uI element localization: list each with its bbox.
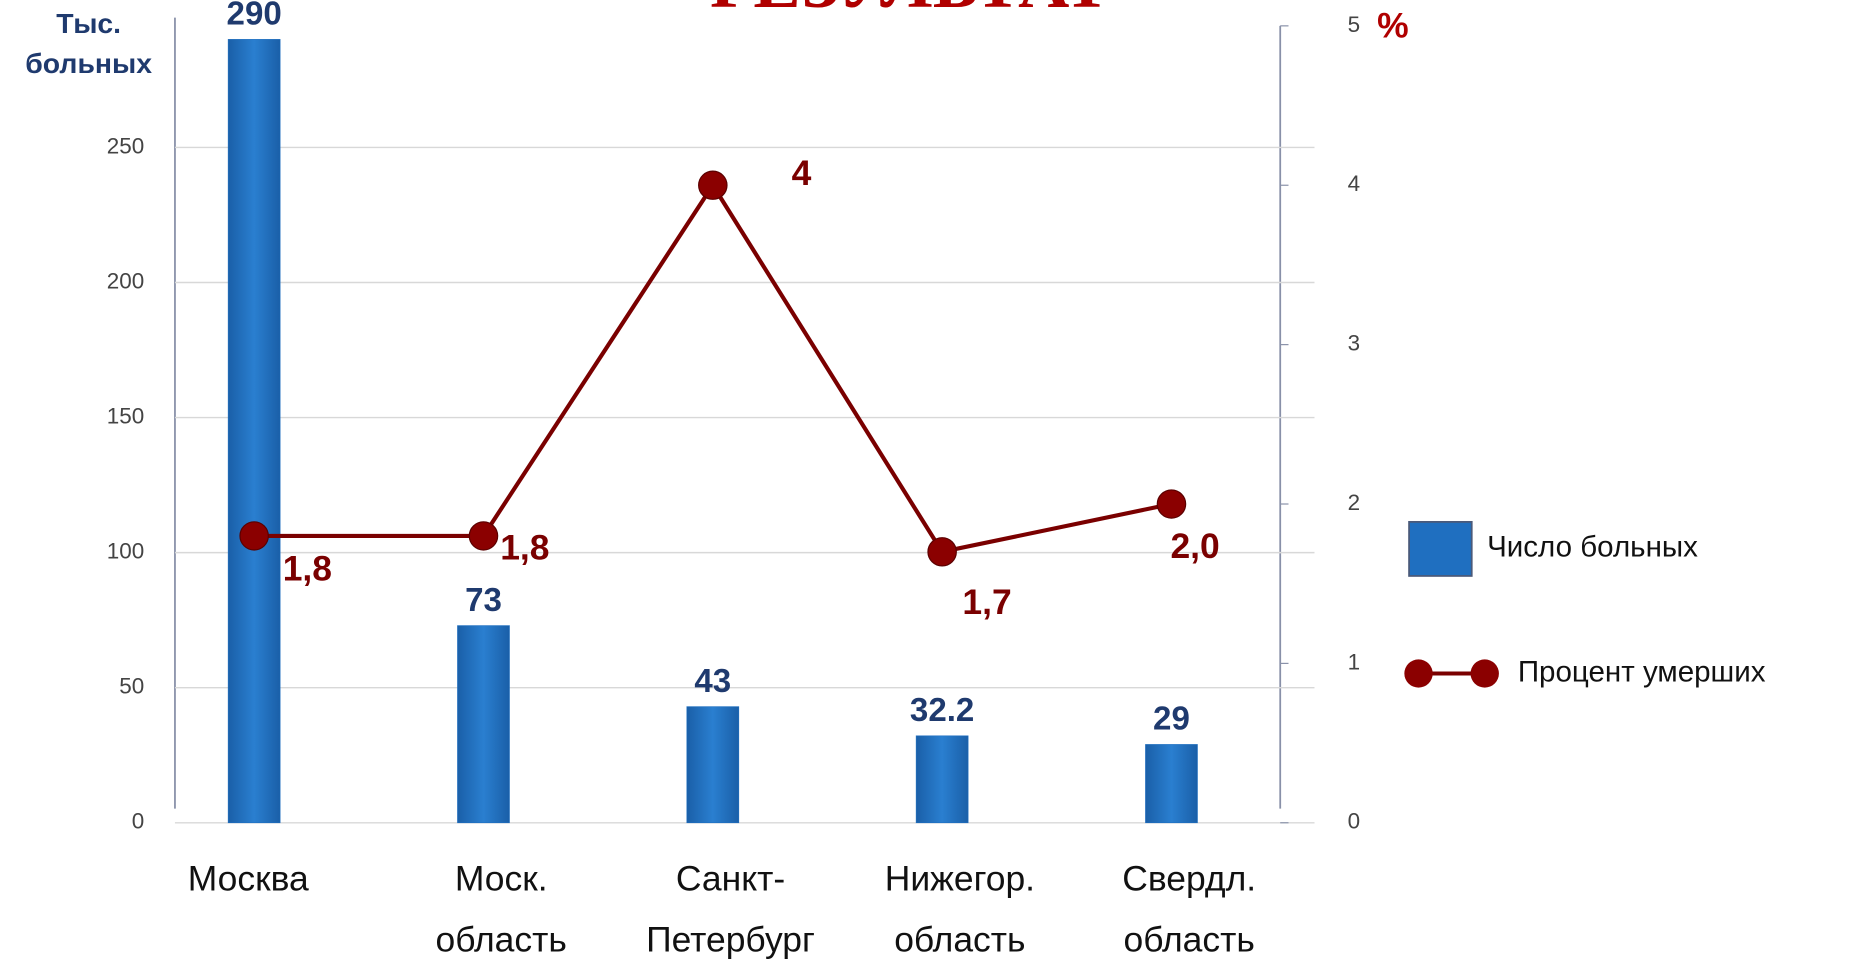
line (254, 181, 1172, 555)
y2-tick-label: 0 (1348, 809, 1360, 834)
line-value-label: 2,0 (1170, 527, 1219, 566)
chart-title: РЕЗУЛЬТАТ (710, 0, 1110, 23)
bar-value-label: 32.2 (910, 691, 974, 728)
line-value-label: 1,8 (500, 528, 549, 567)
x-tick-label: Свердл. область (1122, 860, 1256, 960)
line-value-label: 1,7 (962, 583, 1011, 622)
legend-label: Число больных (1487, 531, 1698, 564)
y2-tick-label: 1 (1348, 649, 1360, 674)
legend-swatch (1470, 659, 1499, 688)
bar (686, 706, 740, 824)
y2-tick-label: 4 (1348, 171, 1360, 196)
legend-label: Процент умерших (1518, 655, 1766, 688)
line-marker (927, 537, 957, 567)
line-value-label: 1,8 (283, 550, 332, 589)
bar (1145, 744, 1198, 824)
y2-tick-label: 5 (1348, 12, 1360, 37)
y2-axis-title: % (1377, 7, 1409, 46)
line-marker (698, 170, 728, 200)
y-axis-title: Тыс. больных (25, 7, 152, 79)
bar-value-label: 43 (694, 662, 731, 699)
x-tick-label: Нижегор. область (885, 860, 1035, 960)
bar (457, 625, 510, 824)
y2-tick-label: 3 (1348, 331, 1360, 356)
line-marker (239, 521, 269, 551)
line-marker (468, 521, 499, 551)
y-tick-label: 250 (107, 133, 144, 158)
bar (915, 735, 969, 824)
y-tick-label: 100 (107, 539, 144, 564)
legend-swatch (1404, 659, 1433, 688)
y-tick-label: 0 (132, 809, 144, 834)
y-tick-label: 200 (107, 268, 144, 293)
line-value-label: 4 (792, 154, 812, 193)
y-tick-label: 50 (119, 674, 144, 699)
bar-value-label: 290 (227, 0, 282, 32)
x-tick-label: Санкт-Петербург (646, 860, 815, 960)
bar (227, 39, 281, 824)
legend-swatch (1408, 520, 1473, 577)
bar-value-label: 29 (1153, 700, 1190, 737)
y2-tick-label: 2 (1348, 490, 1360, 515)
x-tick-label: Моск. область (436, 860, 567, 960)
x-tick-label: Москва (188, 860, 309, 899)
y-tick-label: 150 (107, 404, 144, 429)
line-marker (1156, 489, 1187, 519)
bar-value-label: 73 (465, 581, 502, 618)
